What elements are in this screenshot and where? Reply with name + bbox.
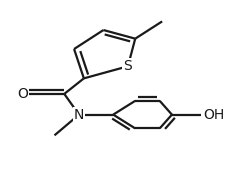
Text: N: N [74, 108, 84, 122]
Text: O: O [17, 87, 28, 101]
Text: OH: OH [204, 108, 225, 122]
Text: S: S [123, 59, 132, 73]
